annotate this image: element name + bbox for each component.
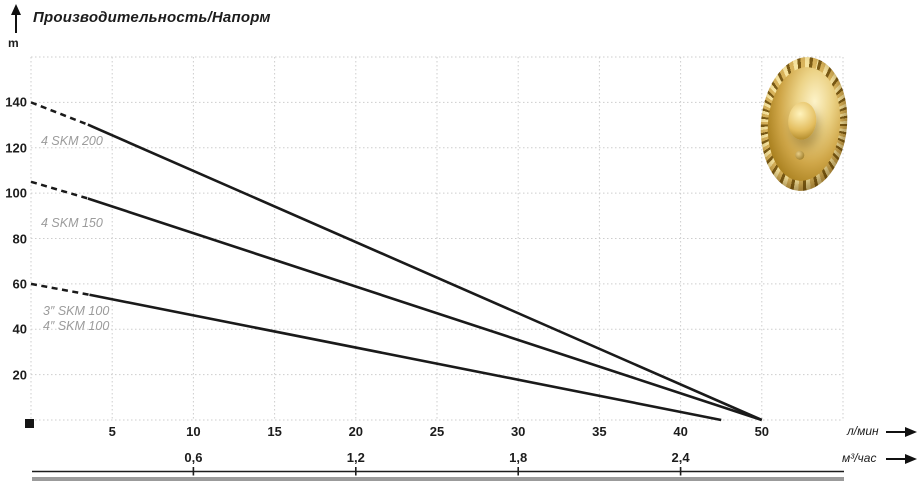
series-dashed-segment: [30, 282, 90, 296]
x-tick-label: 35: [592, 424, 607, 439]
x-axis-unit-label: л/мин: [847, 424, 879, 438]
y-tick-label: 20: [12, 367, 27, 383]
x2-tick-label: 1,2: [346, 450, 365, 465]
series-line: [87, 197, 763, 422]
x-tick-label: 40: [673, 424, 688, 439]
series-line: [89, 293, 722, 422]
curve-label-4skm150: 4 SKM 150: [41, 216, 103, 230]
series-line: [87, 123, 763, 422]
y-tick-label: 60: [12, 276, 27, 292]
y-tick-label: 40: [12, 321, 27, 337]
x-tick-label: 15: [267, 424, 282, 439]
impeller-image: [755, 53, 853, 195]
series-dashed-segment: [30, 180, 89, 200]
y-tick-label: 120: [5, 140, 27, 156]
x2-tick-label: 1,8: [509, 450, 528, 465]
x2-tick-label: 2,4: [671, 450, 690, 465]
x-tick-label: 50: [754, 424, 770, 439]
right-arrow-icon: [886, 427, 917, 437]
x2-tick-label: 0,6: [184, 450, 203, 465]
x2-axis-unit-label: м³/час: [842, 451, 877, 465]
y-tick-label: 100: [5, 185, 27, 201]
origin-marker: [25, 419, 34, 428]
curve-label-4skm200: 4 SKM 200: [41, 134, 103, 148]
x-tick-label: 5: [108, 424, 116, 439]
x-tick-label: 20: [348, 424, 364, 439]
y-tick-label: 80: [12, 231, 27, 246]
curve-label-4skm100: 4″ SKM 100: [43, 319, 110, 333]
series-dashed-segment: [30, 101, 89, 126]
bottom-separator: [32, 477, 844, 481]
up-arrow-icon: [11, 4, 21, 33]
right-arrow-icon: [886, 454, 917, 464]
curve-label-3skm100: 3″ SKM 100: [43, 304, 110, 318]
x-tick-label: 25: [429, 424, 445, 439]
x-tick-label: 30: [510, 424, 526, 439]
y-tick-label: 140: [5, 94, 27, 110]
page-title: Производительность/Напорм: [33, 9, 271, 26]
y-axis-unit-label: m: [8, 36, 19, 50]
x-tick-label: 10: [186, 424, 201, 439]
